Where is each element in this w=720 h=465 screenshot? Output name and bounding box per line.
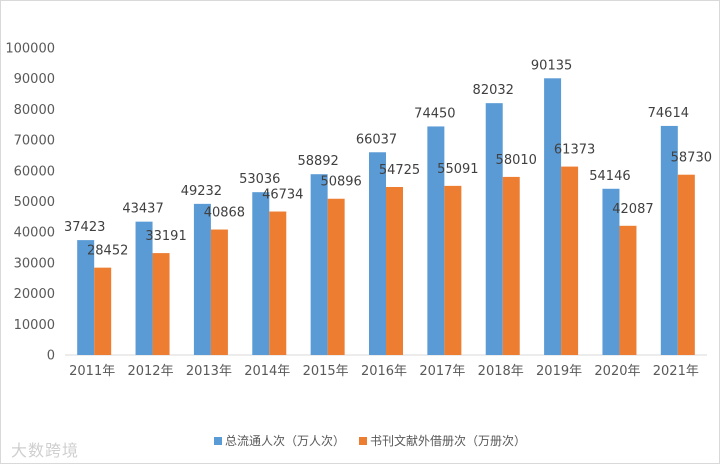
bar-series-2 bbox=[327, 198, 345, 355]
data-label-series-2: 58010 bbox=[496, 153, 537, 168]
data-label-series-2: 58730 bbox=[671, 151, 712, 166]
bar-series-2 bbox=[210, 229, 228, 355]
x-tick-label: 2012年 bbox=[127, 364, 173, 379]
legend-label-series-1: 总流通人次（万人次） bbox=[225, 434, 345, 448]
data-label-series-2: 54725 bbox=[379, 163, 420, 178]
bar-series-1 bbox=[369, 152, 386, 355]
y-tick-label: 100000 bbox=[5, 42, 55, 57]
bar-series-2 bbox=[269, 211, 287, 355]
data-label-series-1: 90135 bbox=[531, 58, 572, 73]
bar-series-1 bbox=[135, 221, 153, 355]
y-tick-label: 50000 bbox=[14, 195, 55, 210]
bar-series-1 bbox=[252, 192, 270, 355]
x-tick-label: 2021年 bbox=[653, 364, 699, 379]
data-label-series-2: 46734 bbox=[262, 188, 303, 203]
data-label-series-2: 55091 bbox=[437, 162, 478, 177]
bar-series-1 bbox=[544, 78, 562, 355]
bar-series-1 bbox=[193, 203, 211, 355]
data-label-series-1: 49232 bbox=[181, 184, 222, 199]
y-tick-label: 20000 bbox=[14, 287, 55, 302]
bar-series-2 bbox=[386, 186, 403, 355]
data-label-series-1: 58892 bbox=[297, 154, 338, 169]
data-label-series-1: 53036 bbox=[239, 172, 280, 187]
bar-series-1 bbox=[310, 174, 328, 355]
y-tick-label: 40000 bbox=[14, 226, 55, 241]
x-tick-label: 2020年 bbox=[594, 364, 640, 379]
data-label-series-1: 66037 bbox=[356, 132, 397, 147]
x-tick-label: 2016年 bbox=[361, 364, 407, 379]
y-tick-label: 30000 bbox=[14, 256, 55, 271]
bar-series-1 bbox=[77, 240, 95, 355]
data-label-series-2: 28452 bbox=[87, 244, 128, 259]
data-label-series-2: 40868 bbox=[204, 206, 245, 221]
legend-label-series-2: 书刊文献外借册次（万册次） bbox=[370, 433, 526, 448]
bar-series-1 bbox=[660, 125, 678, 355]
legend-swatch-series-1 bbox=[214, 437, 222, 445]
x-tick-label: 2013年 bbox=[186, 364, 232, 379]
bar-series-2 bbox=[502, 176, 520, 355]
bar-series-2 bbox=[677, 174, 695, 355]
y-tick-label: 90000 bbox=[14, 72, 55, 87]
data-label-series-2: 33191 bbox=[145, 229, 186, 244]
bar-series-1 bbox=[427, 126, 445, 355]
data-label-series-1: 74614 bbox=[648, 106, 689, 121]
bar-series-2 bbox=[94, 267, 112, 355]
y-tick-label: 70000 bbox=[14, 134, 55, 149]
data-label-series-2: 61373 bbox=[554, 143, 595, 158]
legend-swatch-series-2 bbox=[359, 437, 367, 445]
data-label-series-2: 50896 bbox=[320, 175, 361, 190]
bar-series-2 bbox=[444, 185, 462, 355]
x-tick-label: 2014年 bbox=[244, 364, 290, 379]
data-label-series-1: 43437 bbox=[122, 202, 163, 217]
watermark-text: 大数跨境 bbox=[11, 441, 80, 460]
x-tick-label: 2018年 bbox=[478, 364, 524, 379]
data-label-series-2: 42087 bbox=[612, 202, 653, 217]
y-tick-label: 10000 bbox=[14, 318, 55, 333]
bar-series-1 bbox=[602, 188, 620, 355]
data-label-series-1: 37423 bbox=[64, 220, 105, 235]
data-label-series-1: 82032 bbox=[473, 83, 514, 98]
bar-series-1 bbox=[485, 103, 503, 355]
x-tick-label: 2011年 bbox=[69, 364, 115, 379]
data-label-series-1: 74450 bbox=[414, 106, 455, 121]
x-tick-label: 2017年 bbox=[419, 364, 465, 379]
bar-series-2 bbox=[152, 253, 170, 355]
data-label-series-1: 54146 bbox=[589, 169, 630, 184]
x-tick-label: 2015年 bbox=[303, 364, 349, 379]
y-tick-label: 60000 bbox=[14, 164, 55, 179]
y-tick-label: 80000 bbox=[14, 103, 55, 118]
x-tick-label: 2019年 bbox=[536, 364, 582, 379]
bar-series-2 bbox=[561, 166, 579, 355]
bar-series-2 bbox=[619, 225, 637, 355]
y-tick-label: 0 bbox=[47, 349, 55, 364]
